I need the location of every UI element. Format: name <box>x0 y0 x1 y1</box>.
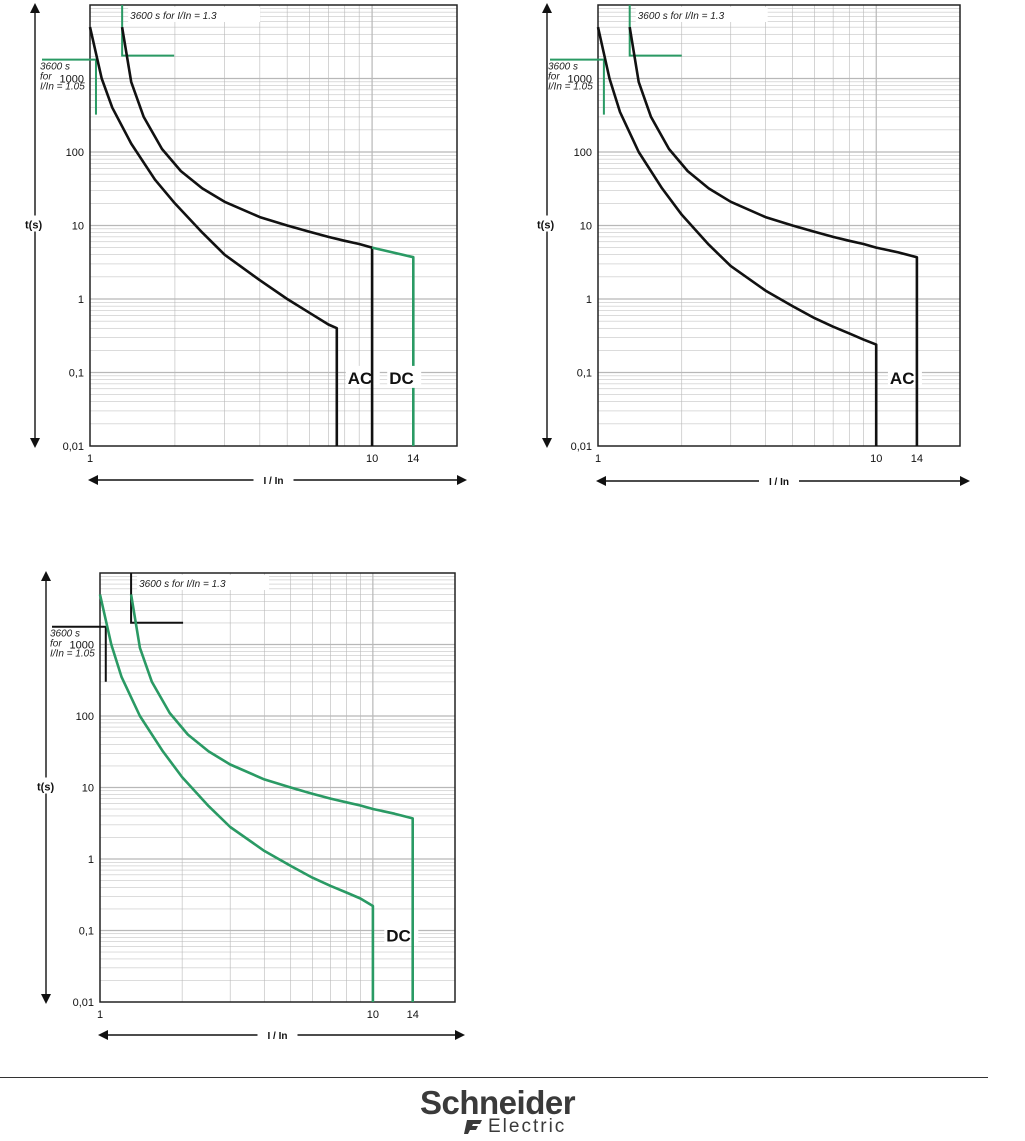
plot-frame <box>597 4 961 447</box>
trip-curve-2 <box>120 26 374 446</box>
y-label-bg <box>23 215 55 232</box>
annotation-top: 3600 s for I/In = 1.3 <box>139 579 226 590</box>
annotation-left-line: 3600 s <box>50 629 80 640</box>
annotation-left-line: I/In = 1.05 <box>40 82 85 93</box>
x-axis-label: I / In <box>264 476 284 487</box>
y-tick-label: 1000 <box>60 74 84 86</box>
y-tick-label: 10 <box>82 783 94 795</box>
trip-curve-1 <box>98 594 375 1002</box>
y-axis-arrowhead-down <box>542 438 552 448</box>
y-tick-label: 10 <box>580 221 592 233</box>
annotation-top-bg <box>635 7 768 22</box>
annotation-left-line: 3600 s <box>548 62 578 73</box>
y-tick-label: 0,1 <box>69 368 84 380</box>
annotation-left-line: I/In = 1.05 <box>50 649 95 660</box>
y-label-bg <box>35 777 67 794</box>
x-tick-label: 10 <box>366 453 378 465</box>
footer-divider <box>0 1077 988 1078</box>
x-axis-arrowhead-left <box>88 475 98 485</box>
y-tick-label: 1 <box>88 854 94 866</box>
x-axis-arrowhead-left <box>98 1030 108 1040</box>
x-axis-label: I / In <box>268 1031 288 1042</box>
annotation-1-05-marker <box>52 625 107 682</box>
y-tick-label: 0,01 <box>73 997 94 1009</box>
annotation-left-line: I/In = 1.05 <box>548 82 593 93</box>
x-axis-label: I / In <box>769 477 789 488</box>
logo-wordmark: Schneider <box>420 1084 576 1121</box>
trip-curve-2 <box>628 26 919 446</box>
series-label-bg <box>887 365 922 388</box>
y-label-bg <box>535 215 567 232</box>
series-label-dc: DC <box>386 927 411 946</box>
x-axis-arrowhead-right <box>455 1030 465 1040</box>
annotation-1-05-marker <box>42 58 97 115</box>
x-axis-arrowhead-left <box>596 476 606 486</box>
annotation-top-bg <box>137 575 270 590</box>
y-tick-label: 100 <box>76 711 94 723</box>
plot-frame <box>89 4 458 447</box>
x-tick-label: 10 <box>870 453 882 465</box>
series-label-dc: DC <box>389 369 414 388</box>
y-tick-label: 1 <box>78 294 84 306</box>
x-tick-label: 10 <box>367 1009 379 1021</box>
trip-curve-1 <box>88 26 339 446</box>
y-tick-label: 100 <box>66 147 84 159</box>
y-tick-label: 100 <box>574 147 592 159</box>
x-tick-label: 1 <box>87 453 93 465</box>
x-tick-label: 14 <box>407 1009 419 1021</box>
annotation-left-line: for <box>40 72 52 83</box>
annotation-left-line: for <box>50 639 62 650</box>
schneider-electric-logo: Schneider Electric <box>420 1086 610 1138</box>
y-axis-label: t(s) <box>537 220 554 232</box>
x-tick-label: 1 <box>595 453 601 465</box>
annotation-left-line: 3600 s <box>40 62 70 73</box>
y-axis-arrowhead-down <box>30 438 40 448</box>
x-axis-arrowhead-right <box>960 476 970 486</box>
y-axis-arrowhead-down <box>41 994 51 1004</box>
annotation-1-05-marker <box>550 58 605 115</box>
trip-curve-1 <box>596 26 878 446</box>
annotation-top: 3600 s for I/In = 1.3 <box>638 11 725 22</box>
x-label-bg <box>759 474 799 488</box>
annotation-top: 3600 s for I/In = 1.3 <box>130 11 217 22</box>
y-tick-label: 0,01 <box>571 441 592 453</box>
y-tick-label: 10 <box>72 221 84 233</box>
y-axis-label: t(s) <box>37 782 54 794</box>
y-axis-arrowhead-up <box>542 3 552 13</box>
series-label-ac: AC <box>348 369 373 388</box>
annotation-1-3-marker <box>628 5 682 57</box>
annotation-1-3-marker <box>121 5 175 57</box>
y-tick-label: 0,1 <box>79 926 94 938</box>
y-axis-label: t(s) <box>25 220 42 232</box>
series-label-bg <box>387 365 422 388</box>
y-tick-label: 1000 <box>568 74 592 86</box>
plot-frame <box>99 572 456 1003</box>
y-axis-arrowhead-up <box>41 571 51 581</box>
y-tick-label: 1000 <box>70 640 94 652</box>
x-tick-label: 1 <box>97 1009 103 1021</box>
trip-curve-2 <box>129 594 415 1002</box>
x-tick-label: 14 <box>407 453 419 465</box>
annotation-left-line: for <box>548 72 560 83</box>
series-label-ac: AC <box>890 369 915 388</box>
y-tick-label: 1 <box>586 294 592 306</box>
x-tick-label: 14 <box>911 453 923 465</box>
x-axis-arrowhead-right <box>457 475 467 485</box>
y-tick-label: 0,01 <box>63 441 84 453</box>
x-label-bg <box>253 473 294 487</box>
logo-subtitle: Electric <box>488 1116 567 1137</box>
annotation-1-3-marker <box>130 573 184 624</box>
series-label-bg <box>384 923 419 946</box>
schneider-electric-logo-icon <box>464 1120 482 1134</box>
x-label-bg <box>257 1028 298 1042</box>
annotation-top-bg <box>128 7 261 22</box>
y-axis-arrowhead-up <box>30 3 40 13</box>
y-tick-label: 0,1 <box>577 368 592 380</box>
